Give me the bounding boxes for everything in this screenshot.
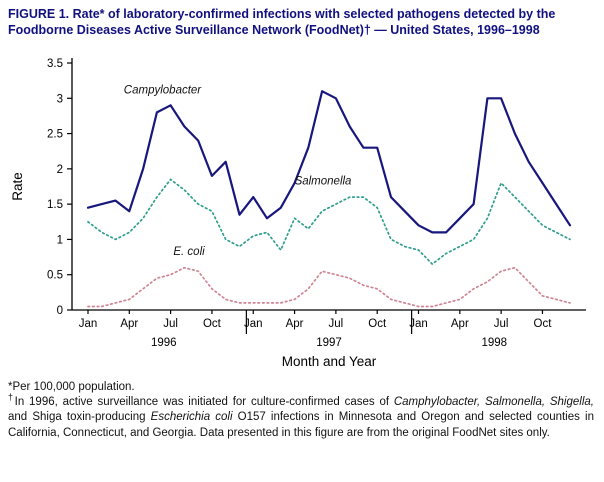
year-label: 1996 <box>151 337 177 349</box>
chart-area: 0 0.5 1 1.5 2 2.5 3 3.5 Jan Apr Jul Oct 1996 Jan Apr Ju… <box>0 44 604 376</box>
x-tick-label: Apr <box>120 318 138 330</box>
x-tick-label: Apr <box>451 318 469 330</box>
series-line-salmonella <box>87 178 571 265</box>
footnotes: *Per 100,000 population. †In 1996, activ… <box>8 380 594 441</box>
x-tick-label: Oct <box>368 318 387 330</box>
series-annotation: Campylobacter <box>124 84 203 96</box>
footnote-dagger: †In 1996, active surveillance was initia… <box>8 392 594 441</box>
series-annotation: E. coli <box>173 246 205 258</box>
series-annotation: Salmonella <box>295 175 352 187</box>
chart-svg: 0 0.5 1 1.5 2 2.5 3 3.5 Jan Apr Jul Oct 1996 Jan Apr Ju… <box>10 58 586 369</box>
y-tick-label: 0.5 <box>47 270 63 282</box>
y-tick-label: 0 <box>57 305 63 317</box>
y-tick-label: 3 <box>57 93 63 105</box>
series-line-e-coli <box>87 266 571 308</box>
y-tick-label: 3.5 <box>47 58 63 70</box>
series-line-campylobacter <box>86 90 572 234</box>
x-tick-label: Jul <box>494 318 509 330</box>
x-tick-label: Oct <box>534 318 553 330</box>
y-tick-label: 2 <box>57 164 63 176</box>
figure-title: FIGURE 1. Rate* of laboratory-confirmed … <box>8 7 556 37</box>
y-axis-title: Rate <box>10 172 25 201</box>
x-tick-label: Jan <box>79 318 98 330</box>
year-label: 1998 <box>481 337 507 349</box>
footnote-dagger-marker: † <box>8 392 15 403</box>
x-tick-label: Apr <box>286 318 304 330</box>
footnote-dagger-text: In 1996, active surveillance was initiat… <box>8 396 594 439</box>
footnote-star: *Per 100,000 population. <box>8 380 594 395</box>
y-tick-label: 2.5 <box>47 129 63 141</box>
x-tick-label: Jan <box>244 318 263 330</box>
y-tick-label: 1.5 <box>47 199 63 211</box>
x-axis-title: Month and Year <box>282 354 377 369</box>
x-tick-label: Jul <box>329 318 344 330</box>
year-label: 1997 <box>316 337 342 349</box>
y-tick-label: 1 <box>57 234 63 246</box>
x-tick-label: Oct <box>203 318 222 330</box>
x-tick-label: Jan <box>409 318 428 330</box>
footnote-star-marker: * <box>8 381 13 393</box>
x-tick-label: Jul <box>163 318 178 330</box>
footnote-star-text: Per 100,000 population. <box>12 381 135 393</box>
